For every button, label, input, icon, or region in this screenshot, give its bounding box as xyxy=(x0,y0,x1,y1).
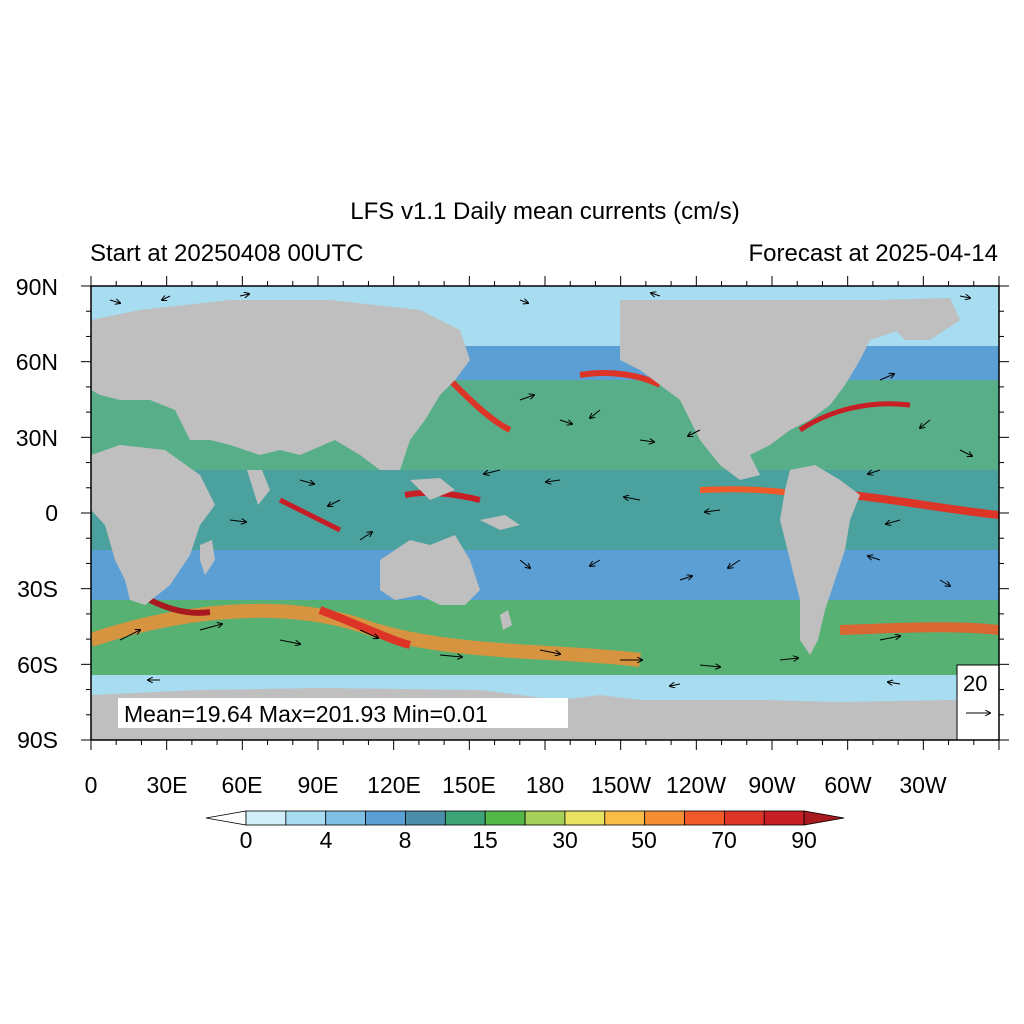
gulf-stream-streak xyxy=(798,401,911,433)
colorbar-label-4: 4 xyxy=(320,827,333,853)
atlantic-equatorial-streak xyxy=(849,491,999,519)
lon-label-120w: 120W xyxy=(666,772,726,798)
kuroshio-streak xyxy=(447,377,512,433)
colorbar-swatch xyxy=(763,810,805,826)
lon-label-0: 0 xyxy=(85,772,98,798)
current-vectors xyxy=(109,293,972,686)
lon-label-150w: 150W xyxy=(591,772,651,798)
colorbar-swatch xyxy=(365,810,406,826)
new-zealand-land xyxy=(500,610,512,630)
stats-label: Mean=19.64 Max=201.93 Min=0.01 xyxy=(124,701,488,727)
colorbar-swatch xyxy=(245,810,287,826)
colorbar-swatch xyxy=(564,810,606,826)
lon-label-60w: 60W xyxy=(824,772,872,798)
agulhas-return-streak xyxy=(318,606,412,649)
indian-ocean-streak xyxy=(278,497,342,533)
colorbar-label-70: 70 xyxy=(711,827,737,853)
lat-label-30n: 30N xyxy=(16,425,58,451)
lat-label-90s: 90S xyxy=(17,727,58,753)
colorbar-label-90: 90 xyxy=(791,827,817,853)
colorbar-label-0: 0 xyxy=(240,827,253,853)
colorbar-swatch xyxy=(524,810,566,826)
lat-label-30s: 30S xyxy=(17,576,58,602)
colorbar-label-50: 50 xyxy=(631,827,657,853)
latitude-axis: 90N 60N 30N 0 30S 60S 90S xyxy=(16,274,58,753)
forecast-time-label: Forecast at 2025-04-14 xyxy=(748,240,998,267)
lon-label-180: 180 xyxy=(526,772,564,798)
agulhas-streak xyxy=(148,597,211,616)
madagascar-land xyxy=(200,540,215,575)
lon-label-120e: 120E xyxy=(367,772,421,798)
colorbar-swatch xyxy=(604,810,646,826)
australia-land xyxy=(380,535,480,605)
greenland-land xyxy=(880,298,960,340)
colorbar-swatch xyxy=(484,810,526,826)
colorbar-swatch xyxy=(325,810,367,826)
colorbar-swatch xyxy=(684,810,725,826)
lat-label-60n: 60N xyxy=(16,349,58,375)
borneo-land xyxy=(410,478,455,500)
eurasia-land xyxy=(91,300,470,470)
tropical-band xyxy=(91,470,999,550)
colorbar-swatch xyxy=(444,810,486,826)
land-masses xyxy=(91,298,999,740)
new-guinea-land xyxy=(480,515,520,530)
reference-vector-box xyxy=(956,664,1000,741)
reference-vector-label: 20 xyxy=(963,671,988,696)
chart-title: LFS v1.1 Daily mean currents (cm/s) xyxy=(350,198,740,225)
colorbar-swatch xyxy=(405,810,446,826)
colorbar-label-8: 8 xyxy=(399,827,412,853)
colorbar-labels: 0 4 8 15 30 50 70 90 xyxy=(240,827,817,853)
bering-streak xyxy=(579,370,662,388)
lon-label-90w: 90W xyxy=(748,772,796,798)
colorbar-label-30: 30 xyxy=(552,827,578,853)
lon-label-60e: 60E xyxy=(222,772,263,798)
start-time-label: Start at 20250408 00UTC xyxy=(90,240,364,267)
map-area xyxy=(91,286,999,740)
stats-background xyxy=(118,698,568,728)
lon-label-30w: 30W xyxy=(899,772,947,798)
lat-label-90n: 90N xyxy=(16,274,58,300)
lon-label-30e: 30E xyxy=(147,772,188,798)
longitude-axis: 0 30E 60E 90E 120E 150E 180 150W 120W 90… xyxy=(85,772,947,798)
colorbar-label-15: 15 xyxy=(472,827,498,853)
lon-label-90e: 90E xyxy=(298,772,339,798)
colorbar-swatch xyxy=(644,810,685,826)
colorbar-swatch xyxy=(285,810,327,826)
africa-land xyxy=(91,445,215,605)
colorbar-over-triangle xyxy=(803,810,845,826)
colorbar-under-triangle xyxy=(205,810,247,826)
lon-label-150e: 150E xyxy=(442,772,496,798)
lat-label-0: 0 xyxy=(45,500,58,526)
south-atlantic-streak xyxy=(839,622,999,635)
axis-ticks xyxy=(81,276,1009,750)
colorbar-swatch xyxy=(724,810,765,826)
colorbar xyxy=(205,810,845,826)
india-land xyxy=(247,470,270,505)
south-america-land xyxy=(780,465,860,655)
lat-label-60s: 60S xyxy=(17,652,58,678)
north-america-land xyxy=(620,300,900,480)
